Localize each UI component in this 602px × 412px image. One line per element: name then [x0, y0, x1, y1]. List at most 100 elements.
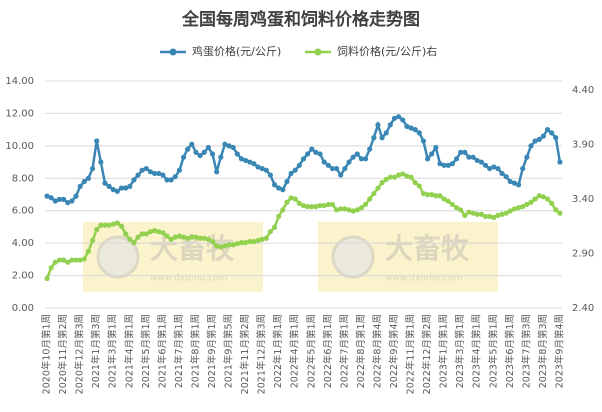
watermark-text: 大畜牧: [385, 232, 470, 265]
data-point: [255, 164, 261, 170]
data-point: [168, 177, 174, 183]
data-point: [164, 233, 170, 239]
data-point: [267, 172, 274, 178]
data-point: [449, 161, 455, 167]
data-point: [73, 257, 79, 263]
data-point: [284, 178, 290, 185]
data-point: [544, 196, 551, 202]
data-point: [396, 172, 402, 178]
data-point: [164, 177, 170, 183]
x-tick-label: 2023年7月第3周: [520, 314, 532, 388]
data-point: [462, 212, 468, 218]
data-point: [511, 180, 518, 186]
x-tick-label: 2023年4月第1周: [471, 314, 483, 388]
y-tick-label: 10.00: [5, 141, 34, 152]
x-tick-label: 2020年11月第2周: [57, 314, 69, 394]
data-point: [305, 151, 311, 157]
data-point: [300, 156, 307, 162]
data-point: [73, 193, 79, 199]
data-point: [424, 192, 431, 198]
data-point: [309, 146, 315, 152]
data-point: [462, 149, 468, 155]
data-point: [189, 234, 195, 240]
data-point: [532, 196, 538, 202]
data-point: [478, 211, 484, 217]
data-point: [77, 257, 83, 263]
data-point: [226, 143, 232, 149]
data-point: [56, 257, 63, 263]
data-point: [201, 235, 207, 241]
data-point: [180, 154, 187, 160]
x-tick-label: 2023年8月第3周: [537, 314, 549, 388]
data-point: [52, 259, 58, 265]
data-point: [226, 242, 232, 248]
chart-title: 全国每周鸡蛋和饲料价格走势图: [181, 9, 420, 30]
data-point: [205, 236, 211, 242]
y-tick-label: 4.00: [12, 238, 34, 249]
data-point: [209, 238, 216, 245]
data-point: [429, 151, 435, 157]
data-point: [222, 141, 228, 147]
data-point: [416, 130, 422, 136]
data-point: [251, 161, 257, 167]
data-point: [458, 149, 464, 155]
data-point: [305, 204, 311, 210]
data-point: [69, 198, 75, 204]
data-point: [466, 154, 472, 160]
data-point: [536, 193, 542, 199]
data-point: [89, 237, 96, 244]
data-point: [280, 187, 286, 193]
data-point: [383, 130, 389, 136]
data-point: [474, 211, 480, 217]
data-point: [284, 199, 290, 205]
data-point: [114, 188, 120, 194]
data-point: [333, 207, 340, 213]
data-point: [404, 123, 410, 129]
data-point: [441, 196, 447, 202]
data-point: [491, 214, 497, 221]
x-tick-label: 2023年1月第1周: [438, 314, 450, 388]
data-point: [135, 172, 141, 178]
data-point: [350, 154, 356, 160]
data-point: [296, 200, 302, 206]
x-tick-label: 2021年12月第3周: [256, 314, 268, 394]
y2-tick-label: 2.90: [572, 249, 594, 260]
x-tick-label: 2023年3月第1周: [454, 314, 466, 388]
data-point: [85, 248, 92, 254]
data-point: [110, 221, 116, 227]
legend-marker: [314, 48, 322, 56]
data-point: [123, 185, 129, 191]
data-point: [65, 259, 71, 265]
x-tick-label: 2021年8月第1周: [189, 314, 201, 388]
legend-label: 鸡蛋价格(元/公斤): [192, 44, 281, 58]
data-point: [495, 165, 501, 172]
data-point: [391, 115, 398, 121]
data-point: [139, 167, 145, 173]
data-point: [193, 149, 199, 155]
data-point: [288, 195, 294, 201]
data-point: [234, 241, 240, 247]
data-point: [474, 157, 480, 164]
data-point: [176, 167, 183, 173]
data-point: [218, 154, 224, 160]
data-point: [478, 159, 484, 165]
data-point: [524, 201, 530, 208]
data-point: [110, 187, 116, 193]
data-point: [127, 183, 133, 189]
data-point: [408, 174, 414, 180]
data-point: [139, 231, 145, 237]
data-point: [81, 256, 87, 262]
data-point: [507, 178, 513, 185]
data-point: [412, 127, 418, 133]
data-point: [433, 193, 439, 199]
data-point: [65, 200, 71, 206]
data-point: [499, 170, 505, 177]
data-point: [520, 204, 526, 210]
data-point: [317, 151, 323, 157]
x-tick-label: 2022年8月第1周: [355, 314, 367, 388]
data-point: [48, 195, 54, 201]
x-tick-label: 2021年5月第1周: [140, 314, 152, 388]
legend-label: 饲料价格(元/公斤)右: [337, 44, 437, 58]
data-point: [544, 127, 551, 133]
data-point: [44, 193, 50, 199]
